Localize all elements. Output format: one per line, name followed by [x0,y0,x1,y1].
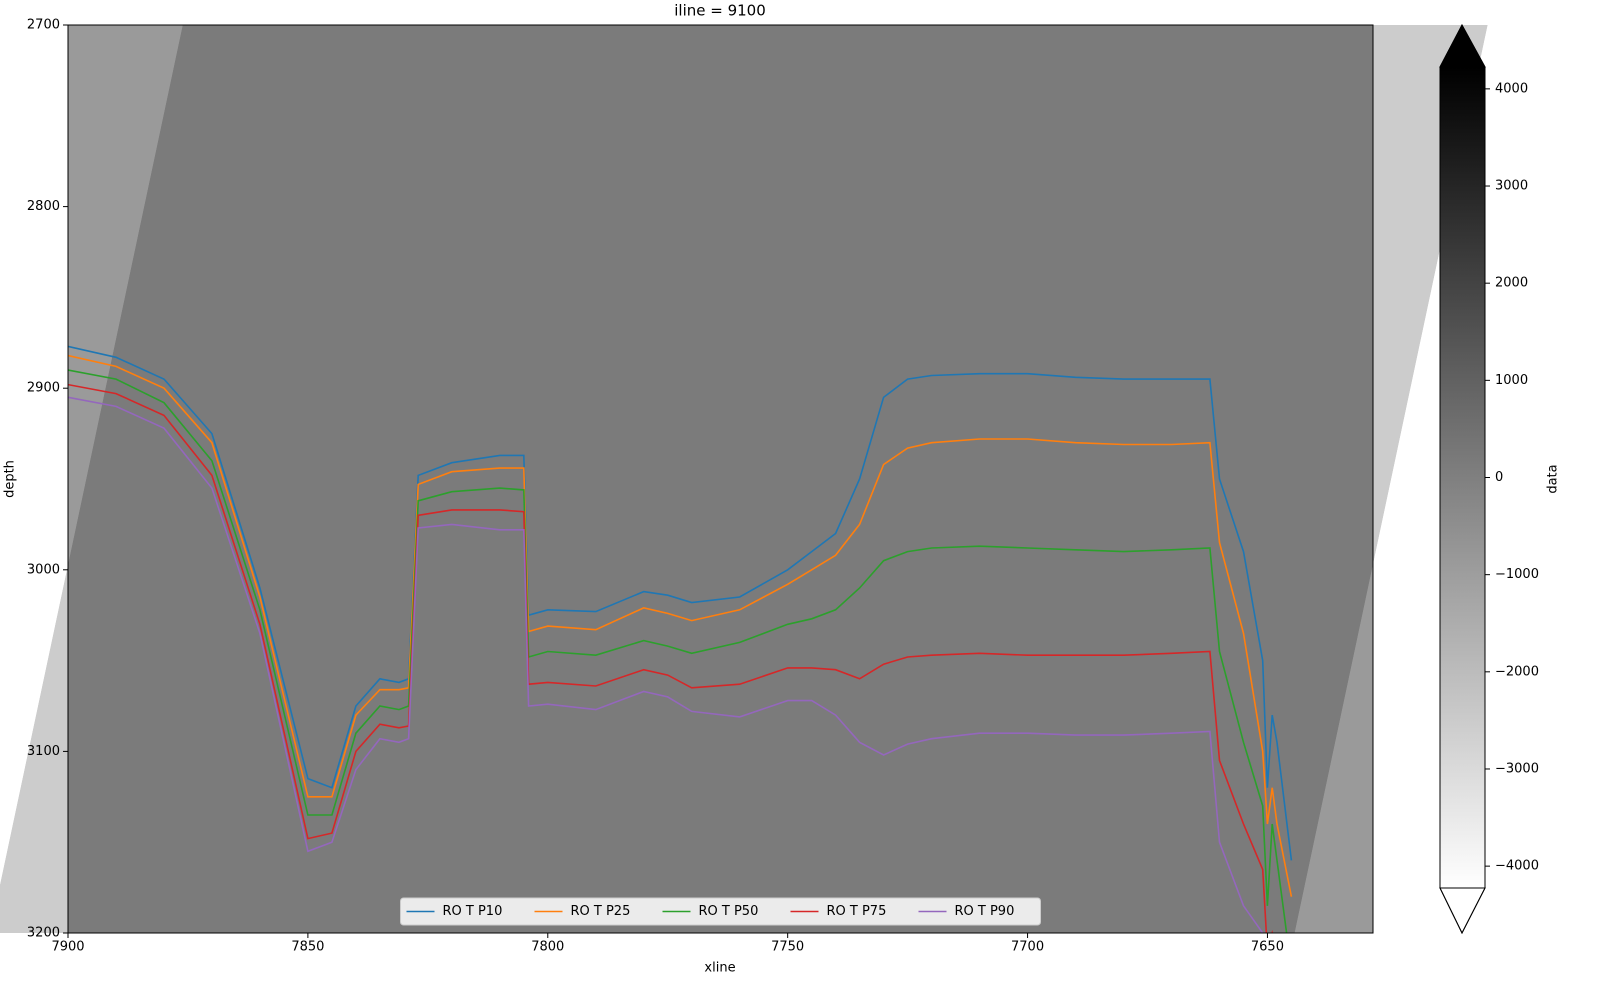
colorbar-label: data [1546,464,1561,493]
legend-box [400,897,1041,926]
series-line [68,345,1293,861]
colorbar [1440,67,1485,888]
legend-label: RO T P50 [699,904,759,919]
x-axis-label: xline [704,961,735,976]
colorbar-tick-label: 0 [1495,470,1503,485]
x-tick-label: 7750 [771,940,804,955]
colorbar-tick-label: 3000 [1495,179,1528,194]
lines [68,345,1293,933]
series-line [68,396,1264,933]
legend-label: RO T P75 [827,904,887,919]
y-tick-label: 3100 [27,744,60,759]
y-tick-label: 2700 [27,18,60,33]
y-tick-label: 3200 [27,926,60,941]
colorbar-tick-label: 1000 [1495,373,1528,388]
y-tick-label: 3000 [27,562,60,577]
colorbar-tick-label: −2000 [1495,664,1539,679]
legend-label: RO T P25 [571,904,631,919]
series-line [68,354,1293,897]
colorbar-tick-label: −1000 [1495,567,1539,582]
x-tick-label: 7800 [531,940,564,955]
colorbar-extend-bottom [1439,887,1486,935]
legend-label: RO T P90 [955,904,1015,919]
chart-title: iline = 9100 [674,2,766,20]
y-tick-label: 2900 [27,381,60,396]
y-axis-label: depth [3,460,18,498]
colorbar-tick-label: 4000 [1495,81,1528,96]
series-line [68,383,1274,933]
y-tick-label: 2800 [27,199,60,214]
x-tick-label: 7850 [291,940,324,955]
colorbar-tick-label: −3000 [1495,761,1539,776]
x-tick-label: 7650 [1251,940,1284,955]
legend-label: RO T P10 [443,904,503,919]
plot-frame [67,24,1374,934]
colorbar-frame [1439,23,1486,935]
x-tick-label: 7700 [1011,940,1044,955]
colorbar-tick-label: 2000 [1495,276,1528,291]
colorbar-tick-label: −4000 [1495,859,1539,874]
series-line [68,369,1288,933]
x-tick-label: 7900 [51,940,84,955]
